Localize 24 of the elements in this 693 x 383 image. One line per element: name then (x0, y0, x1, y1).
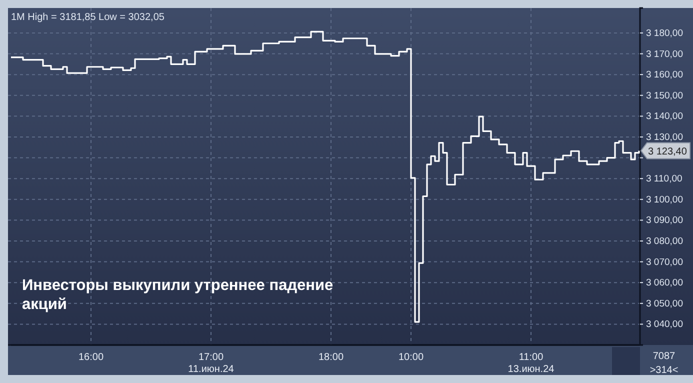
y-tick-label: 3 040,00 (646, 319, 683, 330)
y-tick-label: 3 170,00 (646, 48, 683, 60)
x-tick-label: 17:00 11.июн.24 (188, 352, 234, 375)
x-tick-label: 10:00 (398, 352, 424, 363)
y-tick-label: 3 060,00 (646, 278, 683, 289)
y-tick-label: 3 150,00 (646, 90, 683, 102)
x-tick-label: 18:00 (318, 352, 344, 363)
y-tick-label: 3 130,00 (646, 132, 683, 144)
text: >314< (650, 365, 678, 376)
x-tick-label: 16:00 (78, 352, 104, 363)
y-tick-label: 3 160,00 (646, 70, 683, 81)
y-tick-label: 3 090,00 (646, 215, 683, 226)
y-tick-label: 3 100,00 (646, 194, 683, 206)
y-tick-label: 3 180,00 (646, 28, 683, 40)
y-tick-label: 3 110,00 (646, 174, 682, 185)
y-tick-label: 3 070,00 (646, 256, 683, 268)
chart-title: 1M High = 3181,85 Low = 3032,05 (11, 12, 165, 23)
y-tick-label: 3 050,00 (646, 298, 683, 310)
y-tick-label: 3 140,00 (646, 111, 683, 122)
text: 3 123,40 (648, 146, 688, 158)
x-tick-label: 11:00 13.июн.24 (508, 352, 555, 375)
y-tick-label: 3 080,00 (646, 236, 683, 248)
text: 7087 (652, 351, 676, 362)
annotation: Инвесторы выкупили утреннее падение акций (22, 277, 334, 313)
